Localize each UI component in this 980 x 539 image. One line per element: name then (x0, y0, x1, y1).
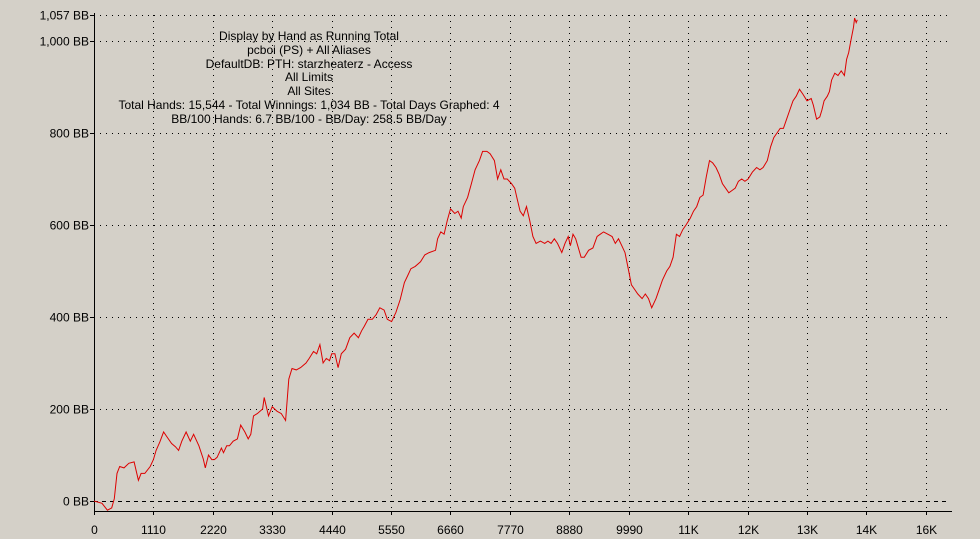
x-tick-label: 14K (856, 523, 877, 537)
axes (94, 13, 952, 512)
y-tick-label: 200 BB (50, 403, 89, 417)
x-tick-label: 3330 (259, 523, 286, 537)
info-line: All Limits (284, 70, 333, 85)
x-tick-label: 9990 (616, 523, 643, 537)
y-tick-label: 800 BB (50, 127, 89, 141)
info-line: Display by Hand as Running Total (219, 29, 399, 43)
y-tick-label: 600 BB (50, 219, 89, 233)
info-line: BB/100 Hands: 6.7 BB/100 - BB/Day: 258.5… (171, 111, 447, 126)
x-axis-ticks: 0 1110 2220 3330 4440 5550 6660 7770 8880 9990 11K… (91, 511, 937, 537)
chart-info-block: Display by Hand as Running Total pcboi (… (95, 29, 523, 127)
x-tick-label: 0 (91, 523, 98, 537)
x-tick-label: 2220 (200, 523, 227, 537)
x-tick-label: 16K (916, 523, 937, 537)
x-tick-label: 1110 (141, 523, 166, 537)
info-line: All Sites (287, 84, 331, 99)
series-line (93, 17, 858, 511)
gridlines (94, 15, 950, 511)
x-tick-label: 13K (797, 523, 818, 537)
info-line: DefaultDB: PTH: starzheaterz - Access (205, 56, 413, 71)
info-line: Total Hands: 15,544 - Total Winnings: 1,… (118, 97, 500, 112)
y-tick-label: 1,000 BB (40, 35, 89, 49)
y-tick-label: 400 BB (50, 311, 89, 325)
y-axis-ticks: 0 BB 200 BB 400 BB 600 BB 800 BB 1,000 BB 1,05… (40, 9, 94, 509)
info-line: pcboi (PS) + All Aliases (247, 42, 371, 57)
x-tick-label: 6660 (437, 523, 464, 537)
x-tick-label: 8880 (556, 523, 583, 537)
x-tick-label: 7770 (497, 523, 524, 537)
x-tick-label: 4440 (319, 523, 346, 537)
x-tick-label: 12K (738, 523, 759, 537)
x-tick-label: 11K (678, 523, 698, 537)
y-tick-label: 0 BB (63, 495, 89, 509)
x-tick-label: 5550 (378, 523, 405, 537)
y-tick-label: 1,057 BB (40, 9, 89, 23)
